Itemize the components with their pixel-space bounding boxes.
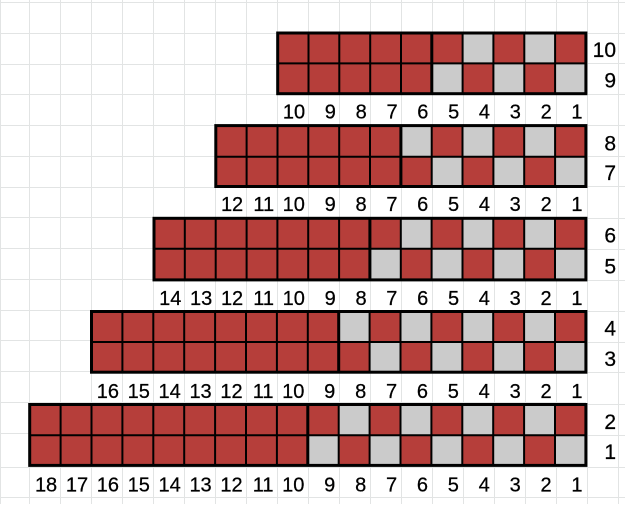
svg-text:18: 18 [35,474,57,496]
svg-text:9: 9 [325,101,336,123]
svg-text:6: 6 [417,101,428,123]
svg-text:6: 6 [417,474,428,496]
svg-text:14: 14 [159,381,181,403]
svg-text:12: 12 [221,288,243,310]
svg-text:8: 8 [355,288,366,310]
svg-text:2: 2 [541,194,552,216]
svg-text:4: 4 [479,288,490,310]
svg-text:10: 10 [593,39,616,62]
svg-text:3: 3 [510,381,521,403]
svg-text:12: 12 [220,474,242,496]
svg-text:6: 6 [417,194,428,216]
svg-text:14: 14 [159,288,181,310]
svg-text:5: 5 [448,101,459,123]
svg-text:3: 3 [510,288,521,310]
svg-text:7: 7 [386,288,397,310]
svg-text:8: 8 [604,133,616,156]
svg-text:16: 16 [97,381,119,403]
svg-text:2: 2 [541,101,552,123]
svg-text:9: 9 [324,381,335,403]
svg-text:13: 13 [190,288,212,310]
svg-text:8: 8 [355,474,366,496]
svg-text:5: 5 [448,288,459,310]
svg-text:3: 3 [510,474,521,496]
svg-text:15: 15 [128,474,150,496]
svg-text:7: 7 [604,162,616,185]
svg-text:14: 14 [159,474,181,496]
svg-text:10: 10 [283,288,305,310]
svg-text:9: 9 [324,474,335,496]
svg-text:4: 4 [479,474,490,496]
svg-text:6: 6 [417,381,428,403]
svg-text:6: 6 [417,288,428,310]
svg-text:10: 10 [282,474,304,496]
svg-text:13: 13 [189,474,211,496]
svg-text:11: 11 [253,381,274,403]
svg-text:8: 8 [356,101,367,123]
svg-text:1: 1 [571,194,582,216]
svg-text:3: 3 [604,348,616,371]
svg-text:5: 5 [448,194,459,216]
svg-text:8: 8 [355,194,366,216]
svg-text:1: 1 [571,101,582,123]
svg-text:9: 9 [325,288,336,310]
svg-text:2: 2 [604,411,616,434]
svg-text:9: 9 [325,194,336,216]
svg-text:5: 5 [448,381,459,403]
svg-text:4: 4 [604,318,616,341]
svg-text:3: 3 [510,194,521,216]
svg-text:16: 16 [97,474,119,496]
svg-text:5: 5 [448,474,459,496]
svg-text:5: 5 [604,256,616,279]
svg-text:7: 7 [386,381,397,403]
svg-text:1: 1 [604,441,616,464]
svg-text:1: 1 [571,474,582,496]
svg-text:1: 1 [571,288,582,310]
svg-text:4: 4 [479,381,490,403]
svg-text:15: 15 [128,381,150,403]
svg-text:2: 2 [540,288,551,310]
svg-text:9: 9 [604,69,616,92]
svg-text:2: 2 [540,381,551,403]
svg-text:4: 4 [479,194,490,216]
svg-text:17: 17 [66,474,88,496]
svg-text:12: 12 [221,194,243,216]
svg-text:12: 12 [220,381,242,403]
svg-text:11: 11 [253,194,274,216]
svg-text:10: 10 [283,101,305,123]
svg-text:1: 1 [571,381,582,403]
svg-text:10: 10 [283,194,305,216]
svg-text:8: 8 [355,381,366,403]
svg-text:2: 2 [540,474,551,496]
svg-text:4: 4 [479,101,490,123]
svg-text:7: 7 [386,101,397,123]
svg-text:13: 13 [189,381,211,403]
svg-text:10: 10 [282,381,304,403]
svg-text:11: 11 [253,474,274,496]
svg-text:7: 7 [386,474,397,496]
svg-text:6: 6 [604,225,616,248]
svg-text:11: 11 [253,288,274,310]
svg-text:3: 3 [510,101,521,123]
svg-text:7: 7 [386,194,397,216]
